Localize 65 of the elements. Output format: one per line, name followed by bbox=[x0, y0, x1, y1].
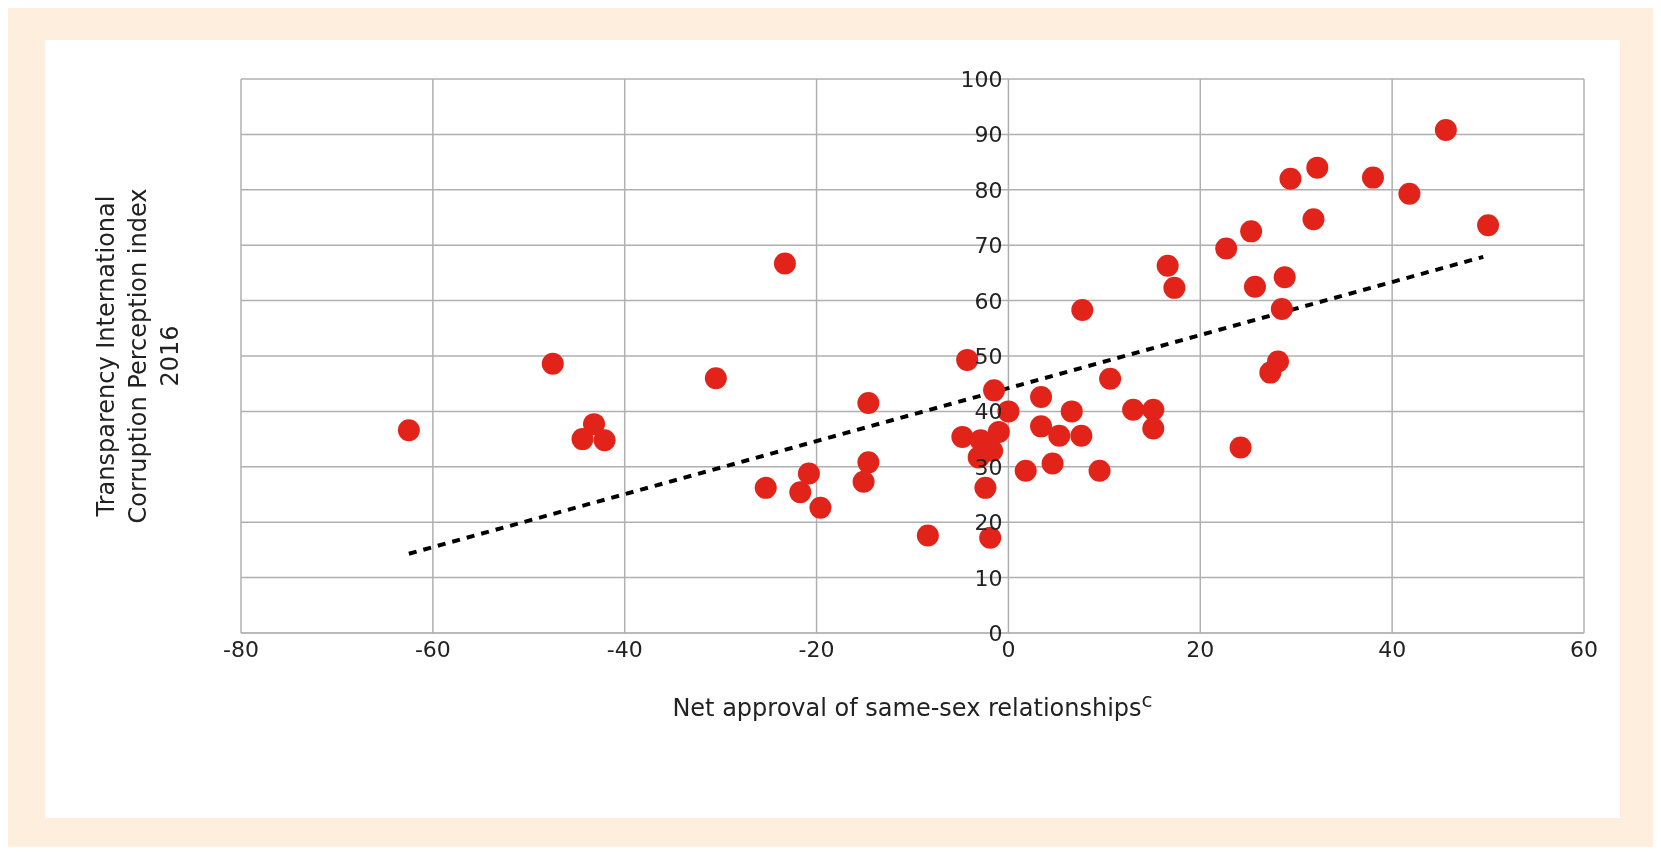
point bbox=[1270, 297, 1293, 320]
point bbox=[1215, 237, 1238, 260]
y-tick-label: 30 bbox=[974, 454, 1003, 480]
point bbox=[983, 379, 1006, 402]
point bbox=[754, 476, 777, 499]
point bbox=[1398, 182, 1421, 205]
y-tick-label: 90 bbox=[974, 122, 1003, 148]
point bbox=[1279, 167, 1302, 190]
point bbox=[1306, 156, 1329, 179]
y-tick-label: 50 bbox=[974, 344, 1003, 369]
point bbox=[852, 470, 875, 493]
point bbox=[541, 352, 564, 375]
x-tick-label: 60 bbox=[1570, 636, 1598, 662]
y-axis-title: Transparency International Corruption Perception index 2016 bbox=[91, 187, 184, 526]
point bbox=[789, 481, 812, 504]
point bbox=[1229, 436, 1252, 459]
y-tick-label: 60 bbox=[974, 288, 1003, 314]
point bbox=[1088, 459, 1111, 482]
point bbox=[797, 462, 820, 485]
y-tick-label: 80 bbox=[974, 177, 1003, 203]
x-tick-label: -20 bbox=[798, 636, 835, 662]
point bbox=[1030, 415, 1053, 438]
point bbox=[1099, 367, 1122, 390]
point bbox=[1048, 424, 1071, 447]
point bbox=[857, 392, 880, 415]
point bbox=[1014, 459, 1037, 482]
point bbox=[704, 367, 727, 390]
point bbox=[773, 252, 796, 275]
y-tick-label: 100 bbox=[960, 67, 1003, 92]
point bbox=[1142, 398, 1165, 421]
point bbox=[809, 496, 832, 519]
point bbox=[974, 476, 997, 499]
x-tick-label: 40 bbox=[1378, 636, 1407, 662]
y-tick-label: 20 bbox=[974, 510, 1003, 536]
point bbox=[1041, 452, 1064, 475]
point bbox=[593, 429, 616, 452]
point bbox=[1477, 214, 1500, 237]
point bbox=[951, 425, 974, 448]
point bbox=[916, 524, 939, 547]
x-tick-label: -40 bbox=[606, 636, 643, 662]
x-axis-title: Net approval of same-sex relationships$^{c}$ bbox=[671, 688, 1154, 722]
x-tick-label: 20 bbox=[1186, 636, 1215, 662]
point bbox=[1240, 220, 1263, 243]
y-tick-label: 10 bbox=[974, 565, 1003, 591]
point bbox=[1259, 361, 1282, 384]
point bbox=[1070, 424, 1093, 447]
point bbox=[1302, 208, 1325, 231]
point bbox=[1163, 276, 1186, 299]
point bbox=[1243, 275, 1266, 298]
point bbox=[1060, 400, 1083, 423]
point bbox=[1156, 254, 1179, 277]
point bbox=[857, 451, 880, 474]
point bbox=[571, 428, 594, 451]
y-tick-label: 70 bbox=[974, 233, 1003, 259]
point bbox=[1273, 266, 1296, 289]
point bbox=[1361, 166, 1384, 189]
point bbox=[987, 420, 1010, 443]
point bbox=[1030, 386, 1053, 408]
point bbox=[1434, 118, 1457, 141]
point bbox=[1142, 417, 1165, 440]
point bbox=[1071, 299, 1094, 322]
point bbox=[397, 419, 420, 442]
point bbox=[1122, 398, 1145, 421]
x-tick-label: -80 bbox=[223, 636, 259, 662]
x-tick-label: -60 bbox=[414, 636, 451, 662]
